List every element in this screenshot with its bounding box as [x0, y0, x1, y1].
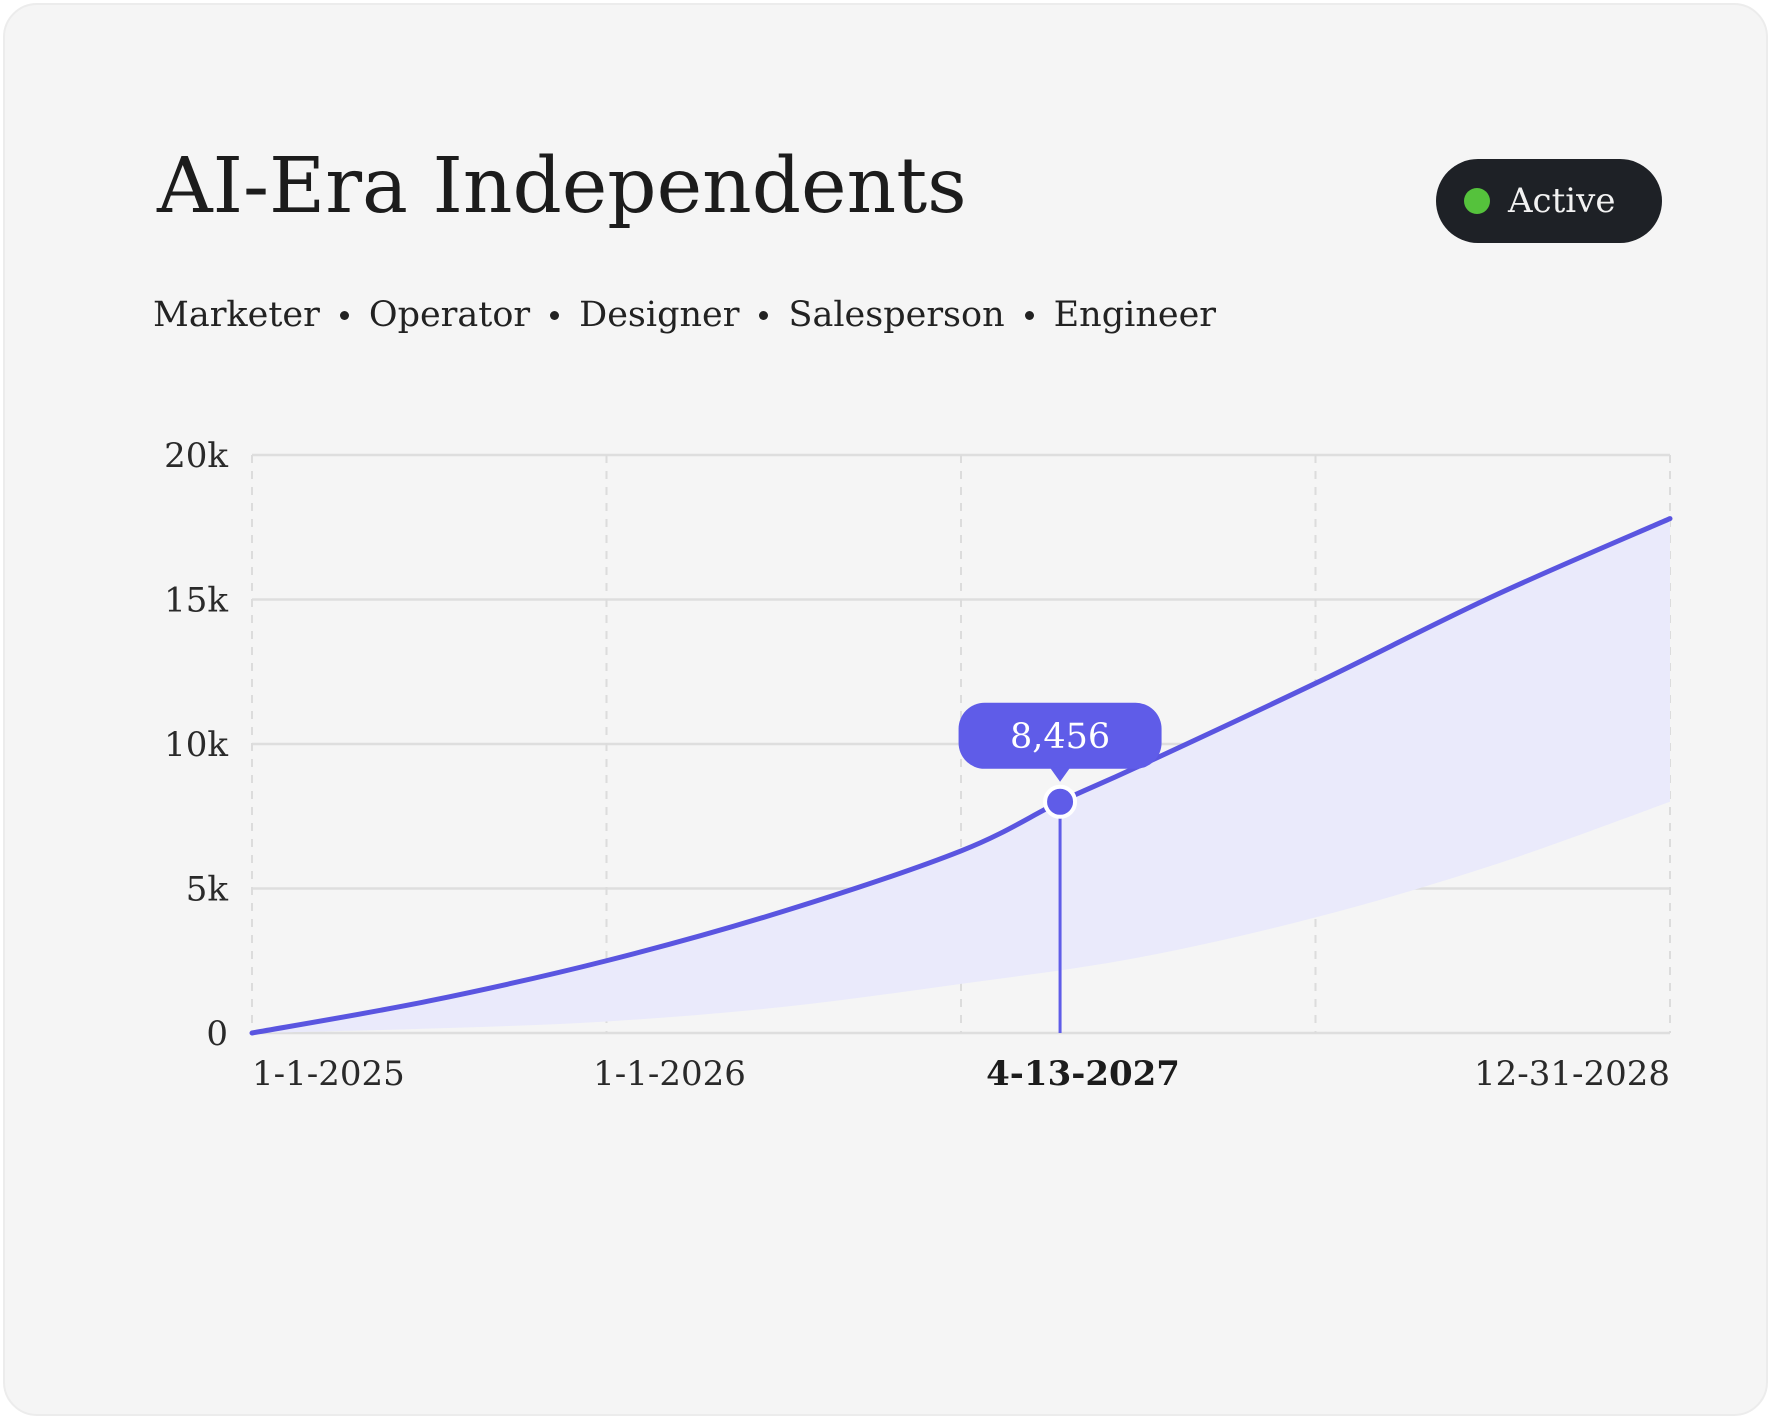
bullet-icon — [759, 310, 769, 320]
role-marketer: Marketer — [153, 295, 320, 335]
y-tick-label: 15k — [164, 581, 228, 621]
status-badge[interactable]: Active — [1436, 159, 1662, 243]
tooltip-value: 8,456 — [1010, 717, 1110, 757]
x-tick-label: 1-1-2026 — [593, 1054, 746, 1094]
tooltip-bubble — [958, 702, 1162, 769]
area-band — [252, 518, 1670, 1033]
role-designer: Designer — [579, 295, 740, 335]
status-label: Active — [1508, 181, 1616, 221]
series-line — [249, 516, 1673, 1036]
role-engineer: Engineer — [1053, 295, 1217, 335]
y-tick-label: 5k — [186, 870, 229, 910]
status-dot-icon — [1464, 188, 1490, 214]
bullet-icon — [339, 310, 349, 320]
highlight-point — [1043, 784, 1078, 819]
tooltip-pointer — [1050, 767, 1071, 782]
role-salesperson: Salesperson — [788, 295, 1005, 335]
bullet-icon — [550, 310, 560, 320]
y-tick-label: 0 — [206, 1014, 228, 1054]
bullet-icon — [1024, 310, 1034, 320]
role-list: Marketer Operator Designer Salesperson E… — [153, 295, 1216, 335]
x-tick-label: 4-13-2027 — [986, 1054, 1180, 1094]
page-title: AI-Era Independents — [157, 142, 967, 231]
x-tick-label: 1-1-2025 — [252, 1054, 405, 1094]
y-tick-label: 10k — [164, 725, 228, 765]
role-operator: Operator — [368, 295, 531, 335]
y-tick-label: 20k — [164, 436, 228, 476]
x-tick-label: 12-31-2028 — [1474, 1054, 1670, 1094]
